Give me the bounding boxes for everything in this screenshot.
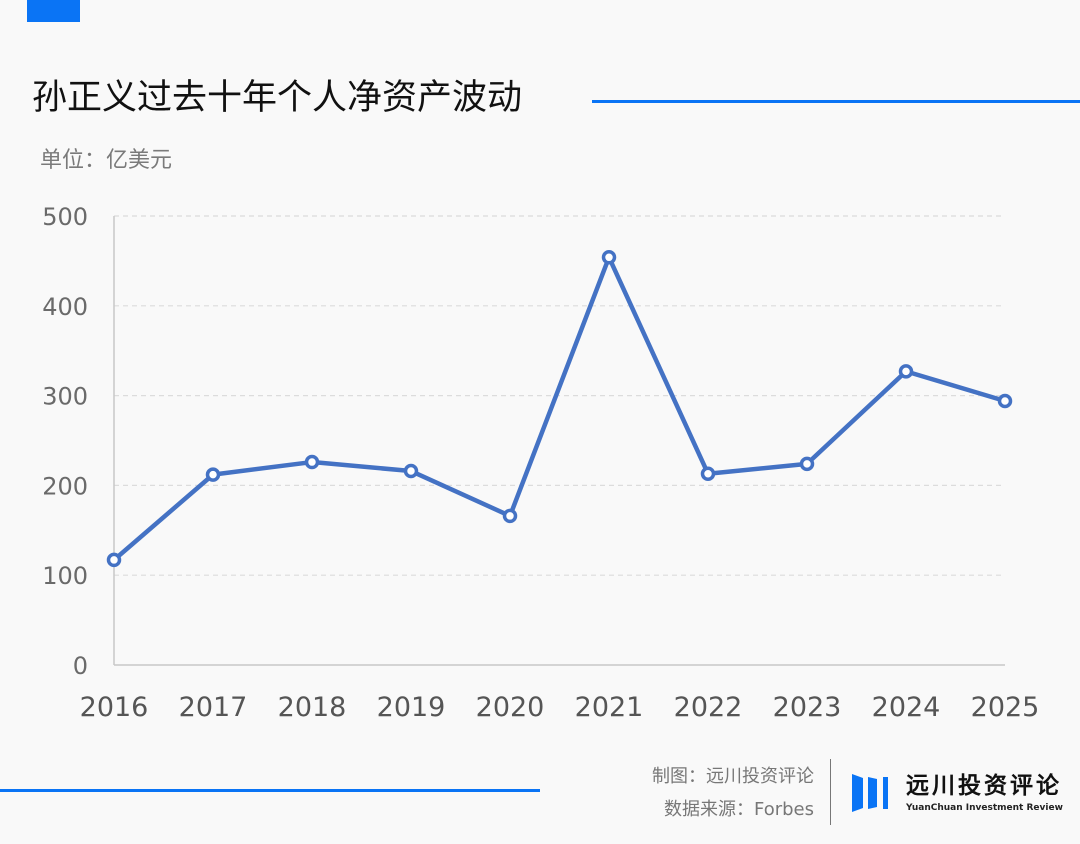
- credits: 制图：远川投资评论 数据来源：Forbes: [652, 760, 814, 826]
- data-point-marker: [601, 250, 617, 265]
- gridlines: [114, 215, 1005, 576]
- x-tick-label: 2020: [476, 692, 545, 723]
- made-by-text: 制图：远川投资评论: [652, 766, 814, 787]
- data-point-marker: [898, 364, 914, 379]
- data-point-marker: [700, 466, 716, 481]
- data-point-marker: [997, 393, 1013, 409]
- data-markers: [106, 250, 1013, 568]
- x-tick-labels: 2016 2017 2018 2019 2020 2021 2022 2023 2024 2025: [80, 692, 1040, 723]
- y-tick-label: 0: [73, 652, 88, 680]
- data-point-marker: [502, 508, 518, 524]
- footer-divider: [830, 759, 831, 825]
- x-tick-label: 2017: [179, 692, 248, 723]
- y-tick-label: 400: [42, 293, 88, 321]
- data-point-marker: [106, 552, 122, 568]
- x-tick-label: 2023: [773, 692, 842, 723]
- x-tick-label: 2019: [377, 692, 446, 723]
- x-tick-label: 2025: [971, 692, 1040, 723]
- y-tick-label: 100: [42, 562, 88, 590]
- top-accent-tab: [27, 0, 80, 22]
- chart-title: 孙正义过去十年个人净资产波动: [32, 78, 523, 118]
- logo-bars-icon: [852, 774, 888, 812]
- y-tick-label: 300: [42, 383, 88, 411]
- logo-english-name: YuanChuan Investment Review: [906, 803, 1063, 813]
- unit-label: 单位：亿美元: [40, 148, 173, 173]
- y-tick-label: 200: [42, 472, 88, 500]
- data-point-marker: [304, 454, 320, 470]
- net-worth-line: [112, 255, 1006, 562]
- brand-logo: 远川投资评论 YuanChuan Investment Review: [852, 772, 1063, 818]
- data-point-marker: [799, 456, 815, 472]
- x-tick-label: 2024: [872, 692, 941, 723]
- source-text: 数据来源：Forbes: [663, 799, 814, 820]
- title-rule: [592, 100, 1080, 103]
- x-tick-label: 2018: [278, 692, 347, 723]
- y-tick-label: 500: [42, 203, 88, 231]
- data-point-marker: [403, 463, 419, 479]
- data-point-marker: [205, 467, 221, 482]
- x-tick-label: 2021: [575, 692, 644, 723]
- y-tick-labels: 0 100 200 300 400 500: [42, 203, 88, 680]
- x-tick-label: 2022: [674, 692, 743, 723]
- x-tick-label: 2016: [80, 692, 149, 723]
- bottom-rule: [0, 789, 540, 792]
- logo-chinese-name: 远川投资评论: [906, 773, 1062, 799]
